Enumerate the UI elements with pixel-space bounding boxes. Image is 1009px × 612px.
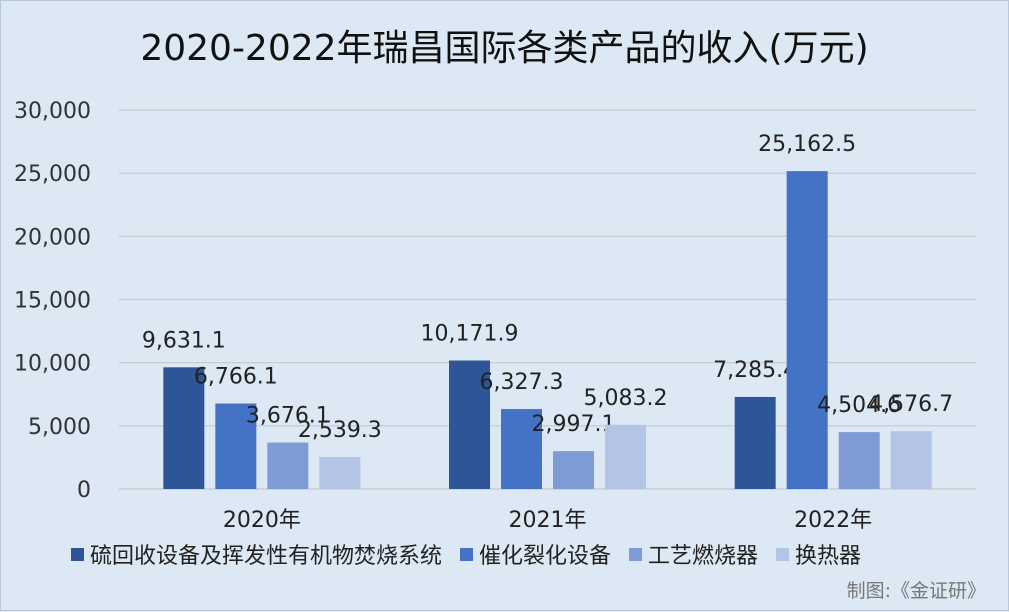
data-label-s0-c2: 7,285.4 bbox=[713, 358, 797, 383]
data-label-s3-c2: 4,576.7 bbox=[869, 392, 953, 417]
y-tick-label-4: 20,000 bbox=[14, 225, 91, 250]
data-label-s3-c1: 5,083.2 bbox=[584, 386, 668, 411]
data-label-s1-c0: 6,766.1 bbox=[194, 365, 278, 390]
data-label-s0-c1: 10,171.9 bbox=[421, 321, 519, 346]
bar-s3-c2 bbox=[890, 431, 932, 489]
legend-label-3: 换热器 bbox=[795, 544, 862, 569]
y-tick-label-6: 30,000 bbox=[14, 99, 91, 124]
data-label-s1-c1: 6,327.3 bbox=[480, 370, 564, 395]
x-tick-label-2: 2022年 bbox=[794, 508, 872, 533]
data-label-s2-c0: 3,676.1 bbox=[246, 404, 330, 429]
legend-swatch-0 bbox=[71, 547, 84, 561]
bar-s1-c2 bbox=[786, 171, 828, 489]
source-note: 制图:《金证研》 bbox=[846, 580, 986, 602]
bar-s2-c0 bbox=[267, 442, 309, 489]
bar-s0-c0 bbox=[163, 367, 205, 489]
data-label-s2-c2: 4,504.6 bbox=[817, 393, 901, 418]
x-tick-label-0: 2020年 bbox=[223, 508, 301, 533]
x-tick-label-1: 2021年 bbox=[509, 508, 587, 533]
chart-title: 2020-2022年瑞昌国际各类产品的收入(万元) bbox=[140, 28, 869, 69]
legend-swatch-3 bbox=[776, 547, 790, 561]
legend-label-0: 硫回收设备及挥发性有机物焚烧系统 bbox=[90, 544, 443, 569]
legend-item-1: 催化裂化设备 bbox=[460, 538, 611, 570]
legend-item-0: 硫回收设备及挥发性有机物焚烧系统 bbox=[71, 538, 442, 570]
legend-swatch-2 bbox=[629, 547, 643, 561]
y-tick-label-0: 0 bbox=[77, 478, 91, 503]
data-label-s0-c0: 9,631.1 bbox=[142, 328, 226, 353]
y-tick-label-3: 15,000 bbox=[14, 289, 91, 314]
data-label-s2-c1: 2,997.1 bbox=[532, 412, 616, 437]
legend-swatch-1 bbox=[460, 547, 474, 561]
bar-s0-c2 bbox=[734, 396, 776, 489]
data-label-s1-c2: 25,162.5 bbox=[758, 132, 856, 157]
legend-label-1: 催化裂化设备 bbox=[479, 544, 612, 569]
legend-label-2: 工艺燃烧器 bbox=[648, 544, 759, 569]
bar-s3-c0 bbox=[319, 456, 361, 489]
bar-s3-c1 bbox=[605, 424, 646, 489]
bar-s0-c1 bbox=[449, 360, 490, 489]
y-tick-label-5: 25,000 bbox=[14, 162, 91, 187]
bar-s2-c1 bbox=[553, 451, 594, 489]
bar-s1-c1 bbox=[501, 409, 542, 489]
legend-item-3: 换热器 bbox=[776, 538, 861, 570]
bar-s1-c0 bbox=[215, 403, 257, 489]
data-label-s3-c0: 2,539.3 bbox=[298, 418, 382, 443]
chart-legend: 硫回收设备及挥发性有机物焚烧系统 催化裂化设备 工艺燃烧器 换热器 bbox=[71, 538, 861, 570]
bar-s2-c2 bbox=[838, 432, 880, 489]
y-tick-label-1: 5,000 bbox=[28, 415, 91, 440]
legend-item-2: 工艺燃烧器 bbox=[629, 538, 758, 570]
y-tick-label-2: 10,000 bbox=[14, 352, 91, 377]
